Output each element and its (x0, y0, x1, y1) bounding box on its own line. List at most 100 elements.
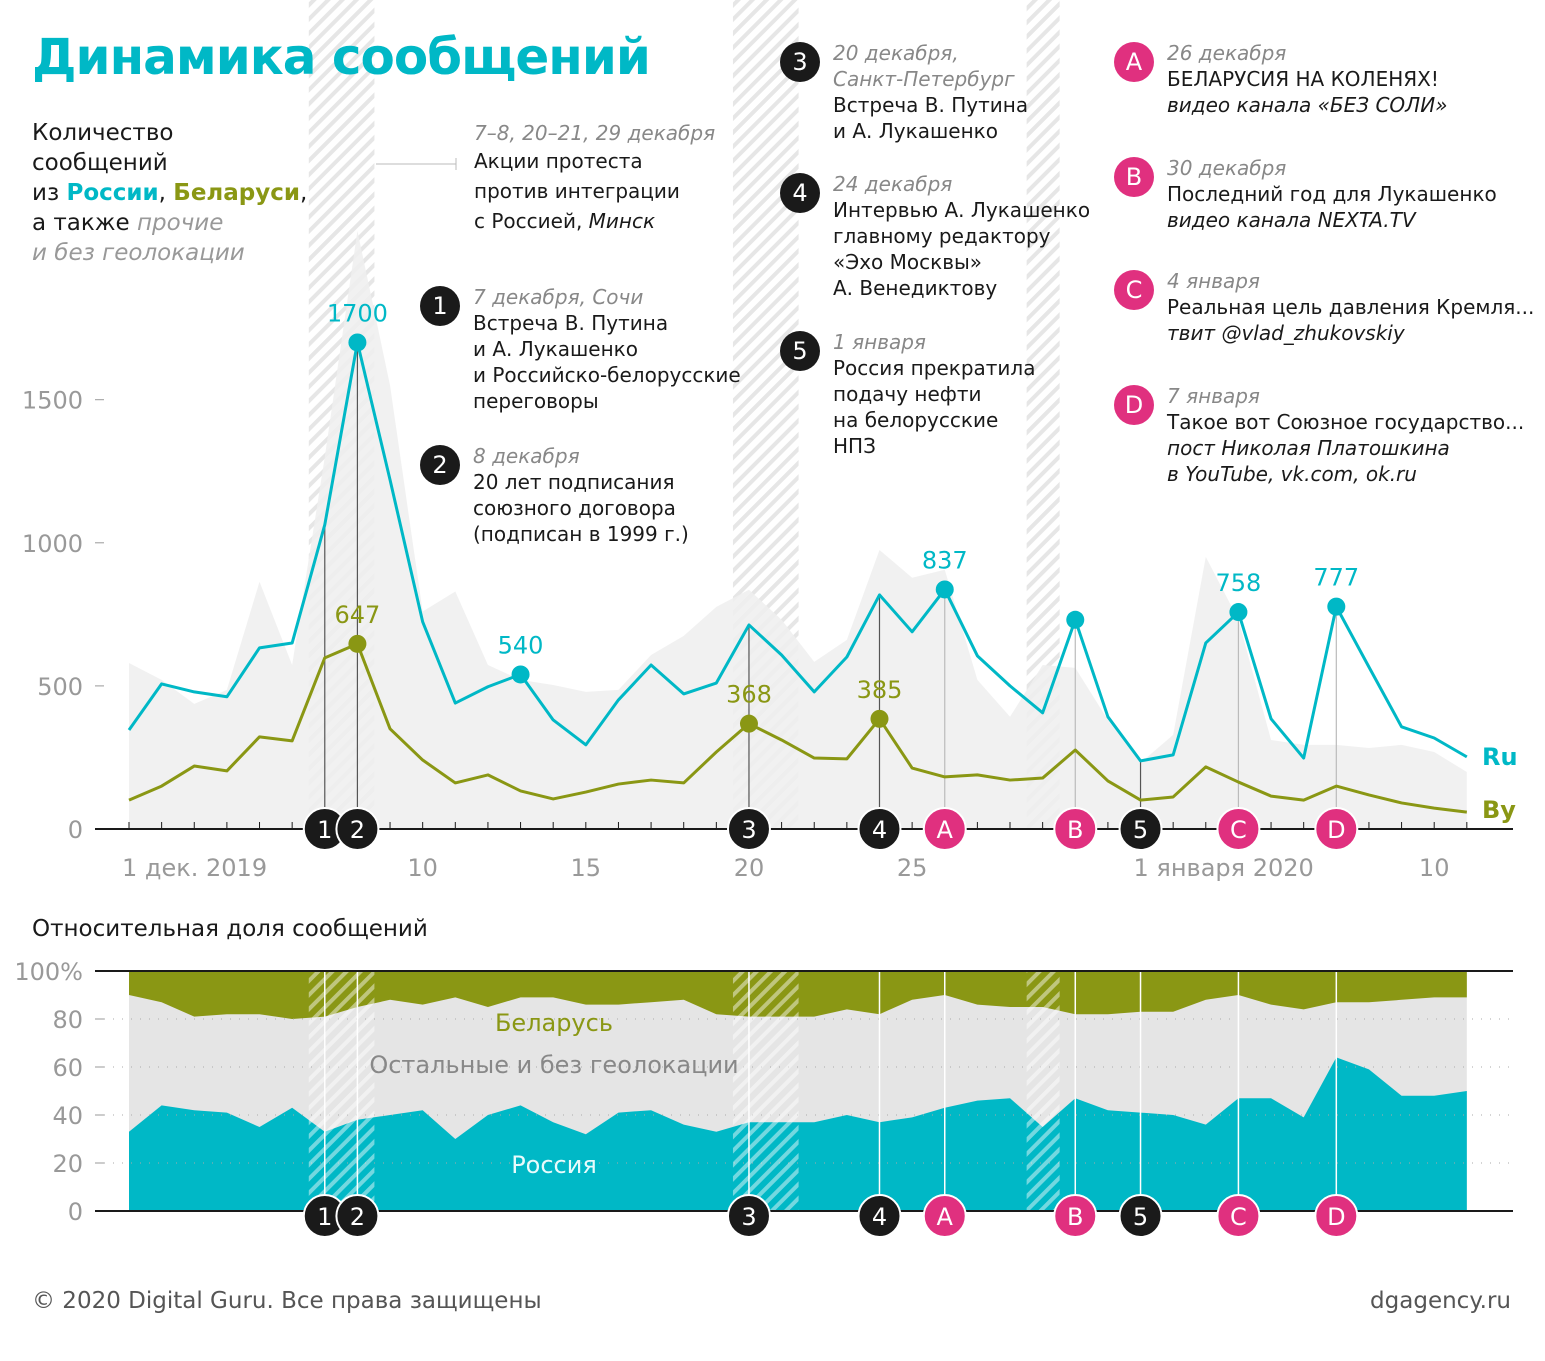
event-marker-D (1314, 1194, 1359, 1238)
event-annotation: 7 января Такое вот Союзное государство...… (1167, 383, 1524, 487)
event-annotation: 8 декабря 20 лет подписания союзного дого… (473, 443, 689, 547)
event-marker-B (1053, 807, 1098, 851)
event-body: Такое вот Союзное государство... (1167, 410, 1525, 434)
event-annotation: 24 декабря Интервью А. Лукашенко главному… (833, 171, 1090, 301)
legend-sep: , (158, 180, 174, 206)
legend-text: , а также (32, 180, 308, 236)
event-marker-label: A (937, 1203, 954, 1231)
y-tick-label: 0 (68, 816, 83, 844)
y-tick-label: 1500 (22, 387, 83, 415)
event-marker-label: C (1230, 1203, 1247, 1231)
data-point-by (348, 634, 367, 653)
event-marker-label: 3 (741, 1203, 756, 1231)
event-marker-2 (335, 1194, 380, 1238)
event-marker-label: 3 (741, 816, 756, 844)
event-marker-label: B (1067, 1203, 1083, 1231)
event-date: 24 декабря (833, 172, 953, 196)
y-tick-label: 60 (52, 1054, 83, 1082)
chart-legend-text: Количество сообщений из России, Беларуси… (32, 118, 307, 268)
event-marker-C: C (1114, 270, 1154, 310)
event-date: 1 января (833, 330, 926, 354)
event-marker-label: A (937, 816, 954, 844)
event-marker-A (922, 1194, 967, 1238)
data-point-ru (935, 580, 954, 599)
x-tick-label: 1 дек. 2019 (122, 854, 267, 882)
annotation-date: 7–8, 20–21, 29 декабря (474, 121, 716, 145)
event-marker-label: B (1067, 816, 1083, 844)
legend-other: прочие и без геолокации (32, 210, 245, 266)
event-marker-B (1053, 1194, 1098, 1238)
event-annotation: 30 декабря Последний год для Лукашенко вид… (1167, 155, 1497, 233)
legend-text: Количество сообщений из (32, 120, 174, 206)
legend-russia: России (66, 180, 159, 206)
event-annotation: 4 января Реальная цель давления Кремля...… (1167, 268, 1534, 346)
event-marker-label: 5 (1133, 816, 1148, 844)
event-marker-5: 5 (780, 331, 820, 371)
data-point-ru (1229, 603, 1248, 622)
event-marker-5 (1118, 807, 1163, 851)
event-body: БЕЛАРУСИЯ НА КОЛЕНЯХ! (1167, 67, 1439, 91)
data-point-by (739, 714, 758, 733)
event-annotation: 1 января Россия прекратила подачу нефти н… (833, 329, 1035, 459)
x-tick-label: 20 (734, 854, 765, 882)
event-body: Россия прекратила подачу нефти на белору… (833, 356, 1036, 458)
event-marker-A: A (1114, 42, 1154, 82)
protest-annotation: 7–8, 20–21, 29 декабря Акции протеста пр… (474, 120, 715, 236)
data-label: 385 (857, 676, 903, 704)
data-point-ru (1066, 610, 1085, 629)
event-marker-D: D (1114, 385, 1154, 425)
data-label: 1700 (327, 299, 388, 327)
page-title: Динамика сообщений (32, 28, 651, 86)
y-tick-label: 40 (52, 1102, 83, 1130)
data-point-by (870, 709, 889, 728)
event-marker-label: 1 (317, 1203, 332, 1231)
ru-line (127, 340, 1468, 763)
data-point-ru (348, 333, 367, 352)
event-marker-3 (726, 1194, 771, 1238)
event-marker-label: 2 (350, 1203, 365, 1231)
x-tick-label: 10 (1419, 854, 1450, 882)
total-messages-area (129, 230, 1467, 830)
y-tick-label: 80 (52, 1006, 83, 1034)
y-tick-label: 0 (68, 1198, 83, 1226)
event-marker-2: 2 (420, 445, 460, 485)
data-point-ru (511, 665, 530, 684)
annotation-place: Минск (588, 209, 656, 233)
event-date: 7 декабря, Сочи (473, 285, 644, 309)
event-marker-label: 4 (872, 1203, 887, 1231)
protest-band (308, 971, 375, 1211)
event-marker-3 (726, 807, 771, 851)
site-link[interactable]: dgagency.ru (1370, 1288, 1511, 1314)
event-marker-label: 5 (1133, 1203, 1148, 1231)
event-source: пост Николая Платошкина в YouTube, vk.co… (1167, 436, 1450, 486)
event-source: твит @vlad_zhukovskiy (1167, 321, 1405, 345)
event-source: видео канала NEXTA.TV (1167, 208, 1416, 232)
y-tick-label: 100% (14, 958, 83, 986)
event-marker-A (922, 807, 967, 851)
event-marker-C (1216, 1194, 1261, 1238)
event-date: 7 января (1167, 384, 1260, 408)
x-tick-label: 15 (571, 854, 602, 882)
y-tick-label: 1000 (22, 530, 83, 558)
x-tick-label: 25 (897, 854, 928, 882)
event-marker-label: D (1327, 1203, 1345, 1231)
event-marker-4: 4 (780, 173, 820, 213)
event-marker-label: 2 (350, 816, 365, 844)
series-label-by: By (1482, 796, 1516, 824)
event-body: Встреча В. Путина и А. Лукашенко и Росси… (473, 311, 741, 413)
share-chart-title: Относительная доля сообщений (32, 916, 428, 942)
event-date: 30 декабря (1167, 156, 1287, 180)
copyright: © 2020 Digital Guru. Все права защищены (32, 1288, 542, 1314)
event-annotation: 26 декабря БЕЛАРУСИЯ НА КОЛЕНЯХ! видео кан… (1167, 40, 1448, 118)
event-marker-1: 1 (420, 286, 460, 326)
annotation-body: Акции протеста против интеграции с Росси… (474, 149, 680, 233)
legend-belarus: Беларуси (173, 180, 300, 206)
data-point-ru (1327, 597, 1346, 616)
data-label: 758 (1216, 569, 1262, 597)
data-label: 368 (726, 681, 772, 709)
event-marker-4 (857, 807, 902, 851)
event-date: 4 января (1167, 269, 1260, 293)
event-marker-5 (1118, 1194, 1163, 1238)
